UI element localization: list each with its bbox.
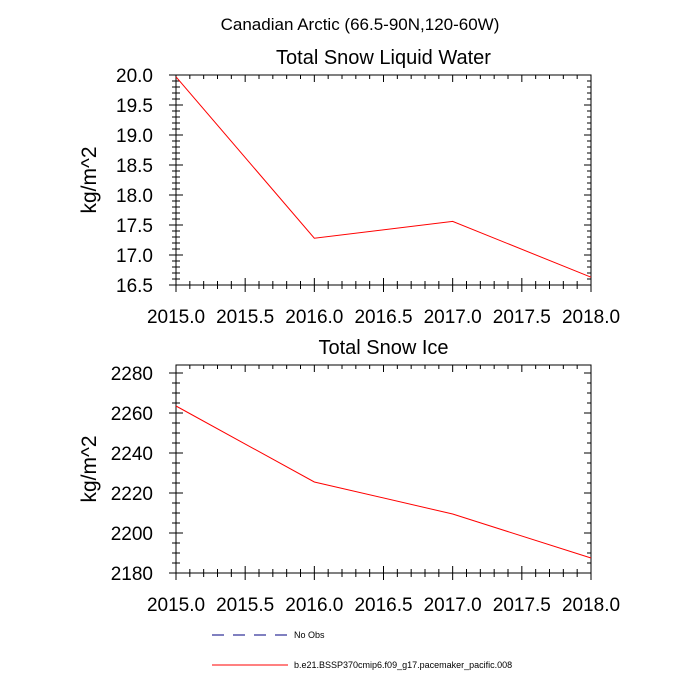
panels: Total Snow Liquid Water kg/m^2 2015.0 2015.… <box>78 47 620 616</box>
y-tick-label: 20.0 <box>116 66 153 87</box>
panel-1: Total Snow Liquid Water kg/m^2 2015.0 2015.… <box>78 47 620 328</box>
x-tick-label: 2018.0 <box>562 307 620 328</box>
y-tick-label: 2280 <box>111 364 153 385</box>
y-tick-label: 2240 <box>111 444 153 465</box>
x-tick-label: 2016.0 <box>285 307 343 328</box>
x-tick-label: 2017.0 <box>424 307 482 328</box>
y-tick-label: 2180 <box>111 564 153 585</box>
x-tick-label: 2015.0 <box>147 307 205 328</box>
y-tick-label: 18.5 <box>116 156 153 177</box>
x-tick-label: 2015.0 <box>147 595 205 616</box>
x-tick-label: 2017.5 <box>493 595 551 616</box>
x-tick-label: 2017.0 <box>424 595 482 616</box>
y-tick-label: 2200 <box>111 524 153 545</box>
series-line <box>175 76 592 278</box>
panel-2: Total Snow Ice kg/m^2 2015.0 2015.5 2016.0 20… <box>78 337 620 616</box>
x-tick-label: 2015.5 <box>216 307 274 328</box>
x-tick-label: 2016.5 <box>354 307 412 328</box>
panel-title: Total Snow Ice <box>318 337 448 359</box>
y-tick-label: 2260 <box>111 404 153 425</box>
y-tick-label: 2220 <box>111 484 153 505</box>
y-tick-label: 16.5 <box>116 276 153 297</box>
legend-label: No Obs <box>294 630 325 640</box>
x-tick-label: 2017.5 <box>493 307 551 328</box>
x-tick-label: 2018.0 <box>562 595 620 616</box>
x-tick-label: 2016.5 <box>354 595 412 616</box>
y-tick-label: 18.0 <box>116 186 153 207</box>
y-tick-label: 19.0 <box>116 126 153 147</box>
series-line <box>175 405 592 559</box>
legend-label: b.e21.BSSP370cmip6.f09_g17.pacemaker_pac… <box>294 660 512 670</box>
x-tick-label: 2015.5 <box>216 595 274 616</box>
y-tick-label: 19.5 <box>116 96 153 117</box>
y-axis-label: kg/m^2 <box>78 435 101 502</box>
legend: No Obs b.e21.BSSP370cmip6.f09_g17.pacemak… <box>212 630 512 670</box>
figure-title: Canadian Arctic (66.5-90N,120-60W) <box>221 15 500 34</box>
y-tick-label: 17.0 <box>116 246 153 267</box>
plot-frame <box>175 364 592 574</box>
plot-frame <box>175 74 592 286</box>
y-axis-label: kg/m^2 <box>78 146 101 213</box>
y-tick-label: 17.5 <box>116 216 153 237</box>
panel-title: Total Snow Liquid Water <box>276 47 491 69</box>
x-tick-label: 2016.0 <box>285 595 343 616</box>
